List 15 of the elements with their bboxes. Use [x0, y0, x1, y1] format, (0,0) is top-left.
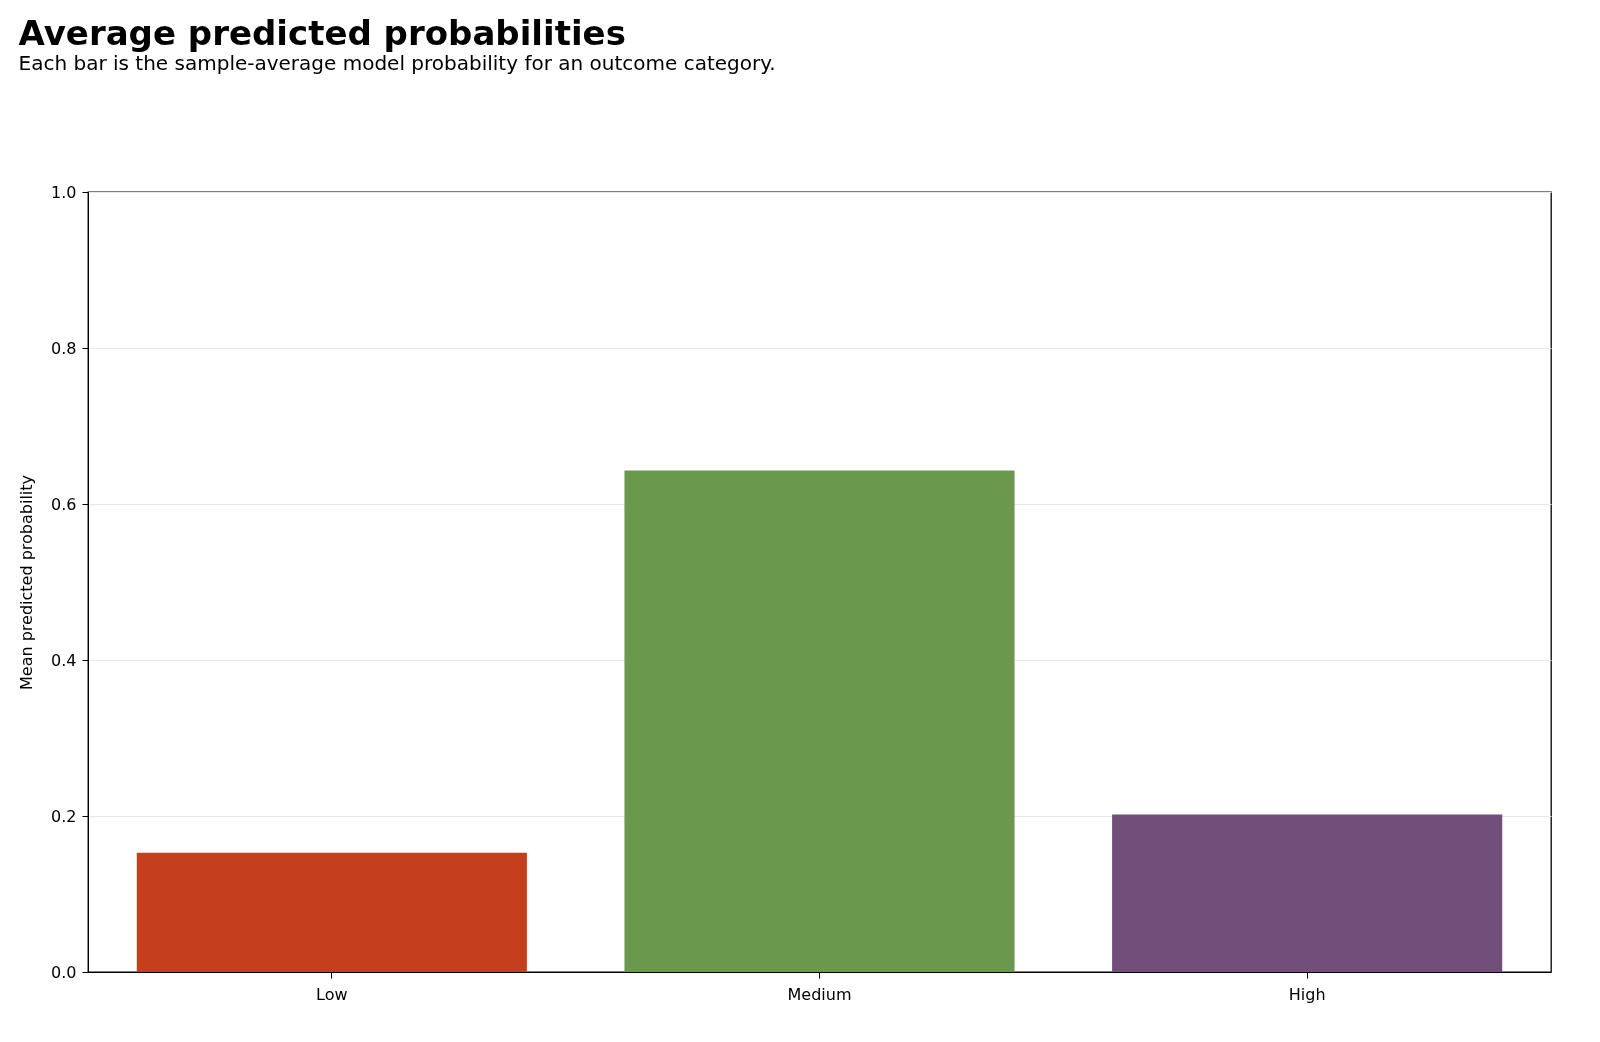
- x-tick-label: Low: [316, 984, 348, 1004]
- y-tick-label: 0.6: [51, 494, 77, 514]
- y-tick-label: 0.2: [51, 806, 77, 826]
- y-tick-label: 0.4: [51, 650, 77, 670]
- x-tick-label: High: [1288, 984, 1326, 1004]
- y-tick-label: 0.8: [51, 338, 77, 358]
- x-tick-label: Medium: [787, 984, 852, 1004]
- y-tick-label: 1.0: [51, 182, 77, 202]
- chart-subtitle: Each bar is the sample-average model probability for an outcome category.: [18, 51, 776, 75]
- chart-title: Average predicted probabilities: [18, 13, 626, 53]
- bar: [1112, 814, 1503, 972]
- bar: [136, 852, 527, 972]
- y-tick-label: 0.0: [51, 962, 77, 982]
- bar: [624, 470, 1015, 972]
- y-axis-title: Mean predicted probability: [17, 474, 37, 691]
